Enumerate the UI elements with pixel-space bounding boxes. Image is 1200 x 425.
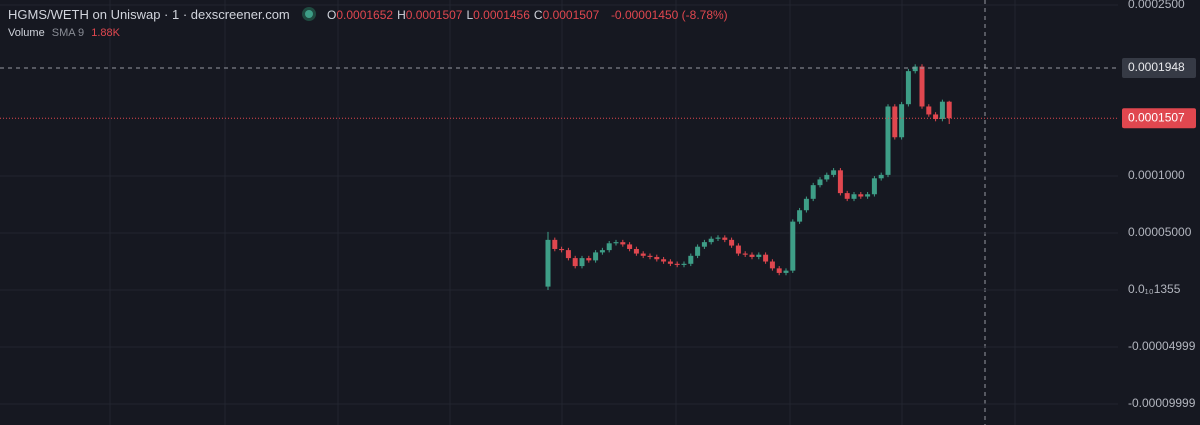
candle-body <box>926 106 932 115</box>
ohlc-key: C <box>533 8 543 22</box>
ohlc-key: O <box>327 8 337 22</box>
crosshair-label-bg <box>1122 57 1196 78</box>
candle-body <box>606 243 612 251</box>
volume-value: 1.88K <box>91 27 120 39</box>
ohlc-value: 0.0001456 <box>473 8 530 22</box>
candle-body <box>654 256 660 260</box>
ohlc-value: 0.0001507 <box>405 8 463 22</box>
candle-body <box>865 194 871 197</box>
ohlc-value: 0.0001652 <box>336 8 394 22</box>
candle-body <box>837 170 843 194</box>
candle-body <box>729 239 735 246</box>
volume-label: Volume <box>8 27 45 39</box>
candle-body <box>627 244 633 249</box>
pair-title: HGMS/WETH on Uniswap · 1 · dexscreener.c… <box>8 7 290 22</box>
crosshair-label: 0.0001948 <box>1128 60 1185 74</box>
candle-body <box>735 245 741 254</box>
candle-body <box>831 170 837 175</box>
candle-body <box>824 174 830 180</box>
candle-body <box>695 246 701 256</box>
candle-body <box>722 237 728 240</box>
candle-body <box>939 101 945 120</box>
volume-indicator: SMA 9 <box>51 27 85 39</box>
candle-body <box>565 250 571 259</box>
candle-body <box>749 254 755 257</box>
candle-body <box>858 194 864 197</box>
candle-body <box>633 248 639 254</box>
candle-body <box>613 242 619 244</box>
ohlc-key: H <box>397 8 406 22</box>
candle-body <box>586 258 592 261</box>
candle-body <box>817 179 823 186</box>
candle-body <box>647 255 653 257</box>
candle-body <box>674 263 680 265</box>
candle-body <box>667 261 673 264</box>
header-line: HGMS/WETH on Uniswap · 1 · dexscreener.c… <box>8 7 732 22</box>
candle-body <box>803 198 809 211</box>
y-tick-label: 0.0001000 <box>1128 168 1185 182</box>
candle-body <box>552 239 558 249</box>
candle-body <box>776 268 782 273</box>
ohlc-key: L <box>466 8 474 22</box>
candle-body <box>885 106 891 175</box>
candle-body <box>912 66 918 72</box>
candle-body <box>620 242 626 245</box>
candle-body <box>892 106 898 138</box>
last-price-label: 0.0001507 <box>1128 110 1185 124</box>
candle-body <box>701 242 707 247</box>
candle-body <box>579 258 585 267</box>
candle-body <box>933 114 939 120</box>
y-tick-label: 0.0002500 <box>1128 0 1185 11</box>
candle-body <box>756 254 762 257</box>
candle-body <box>769 261 775 269</box>
candle-body <box>640 253 646 256</box>
candle-body <box>681 263 687 265</box>
y-tick-label: -0.00004999 <box>1128 339 1196 353</box>
candle-body <box>599 250 605 253</box>
y-tick-label: -0.00009999 <box>1128 396 1196 410</box>
candle-body <box>688 255 694 264</box>
candle-body <box>790 221 796 271</box>
candle-body <box>878 174 884 179</box>
candle-body <box>851 194 857 199</box>
candle-body <box>572 258 578 267</box>
candle-body <box>545 239 551 287</box>
candle-body <box>661 259 667 262</box>
candle-body <box>708 238 714 243</box>
last-price-bg <box>1122 108 1196 129</box>
candle-body <box>919 66 925 107</box>
candle-body <box>797 210 803 222</box>
y-tick-label: 0.00005000 <box>1128 225 1192 239</box>
candle-body <box>559 248 565 251</box>
candle-body <box>946 101 952 119</box>
ohlc-value: 0.0001507 <box>542 8 600 22</box>
candle-body <box>905 71 911 105</box>
candle-body <box>763 254 769 262</box>
candle-body <box>871 178 877 195</box>
candle-body <box>715 237 721 239</box>
candle-body <box>742 253 748 255</box>
ohlc: O0.0001652 H0.0001507 L0.0001456 C0.0001507 <box>327 8 603 22</box>
status-dot <box>305 10 314 18</box>
change: -0.00001450 (-8.78%) <box>610 8 728 22</box>
volume-line: Volume SMA 9 1.88K <box>8 27 124 39</box>
candle-body <box>899 104 905 138</box>
candle-body <box>844 193 850 199</box>
candle-body <box>810 185 816 199</box>
y-tick-label: 0.0₁₀1355 <box>1128 282 1181 296</box>
candle-body <box>783 270 789 273</box>
candle-body <box>593 252 599 261</box>
